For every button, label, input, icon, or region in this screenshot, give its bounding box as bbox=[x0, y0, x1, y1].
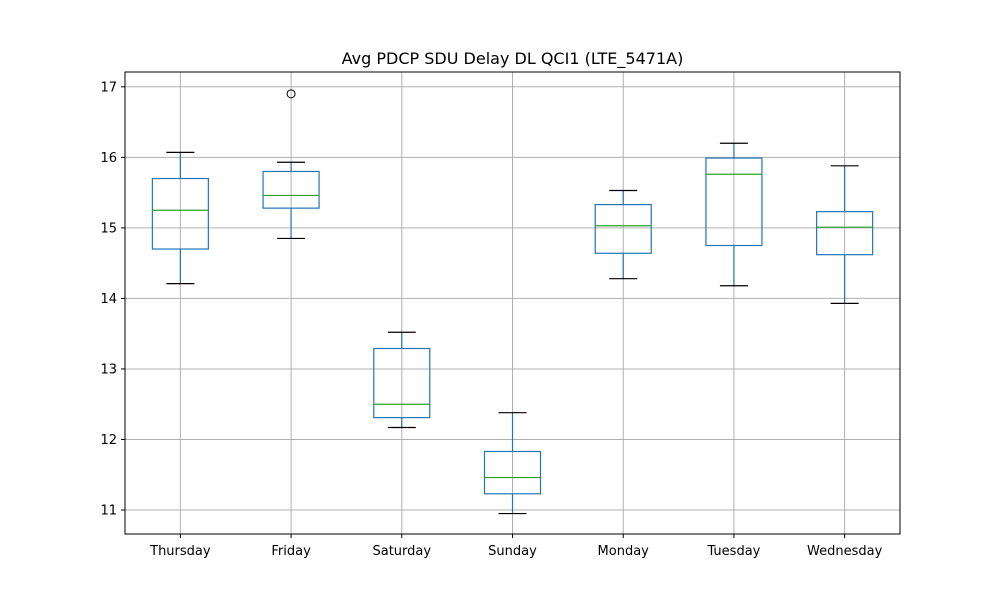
box-group bbox=[594, 189, 652, 280]
x-tick-label: Monday bbox=[598, 544, 650, 559]
y-tick-label: 14 bbox=[100, 292, 117, 307]
box-iqr bbox=[816, 211, 874, 256]
box-group bbox=[483, 412, 542, 515]
box-group bbox=[373, 331, 431, 429]
y-tick-label: 15 bbox=[100, 221, 117, 236]
x-tick-label: Saturday bbox=[372, 544, 431, 559]
box-iqr bbox=[151, 177, 209, 250]
outlier-point bbox=[286, 89, 296, 99]
box-group bbox=[151, 151, 209, 285]
box-group bbox=[705, 142, 763, 287]
y-tick-label: 17 bbox=[100, 80, 117, 95]
x-tick-label: Friday bbox=[271, 544, 311, 559]
box-iqr bbox=[483, 450, 542, 495]
box-iqr bbox=[705, 157, 763, 247]
box-layer bbox=[151, 89, 874, 515]
chart-title: Avg PDCP SDU Delay DL QCI1 (LTE_5471A) bbox=[342, 49, 684, 69]
y-tick-label: 13 bbox=[100, 362, 117, 377]
box-iqr bbox=[373, 347, 431, 419]
x-tick-label: Sunday bbox=[488, 544, 537, 559]
box-iqr bbox=[262, 170, 320, 209]
grid-lines bbox=[125, 72, 900, 534]
x-tick-label: Thursday bbox=[149, 544, 211, 559]
box-iqr bbox=[594, 204, 652, 254]
box-group bbox=[262, 89, 320, 240]
y-tick-label: 11 bbox=[100, 504, 117, 519]
y-axis-ticks: 11 12 13 14 15 16 17 bbox=[100, 80, 125, 519]
x-tick-label: Wednesday bbox=[807, 544, 883, 559]
y-tick-label: 16 bbox=[100, 151, 117, 166]
x-tick-label: Tuesday bbox=[706, 544, 760, 559]
x-axis-ticks: Thursday Friday Saturday Sunday Monday Tuesda… bbox=[149, 534, 883, 559]
box-group bbox=[816, 165, 874, 304]
y-tick-label: 12 bbox=[100, 433, 117, 448]
